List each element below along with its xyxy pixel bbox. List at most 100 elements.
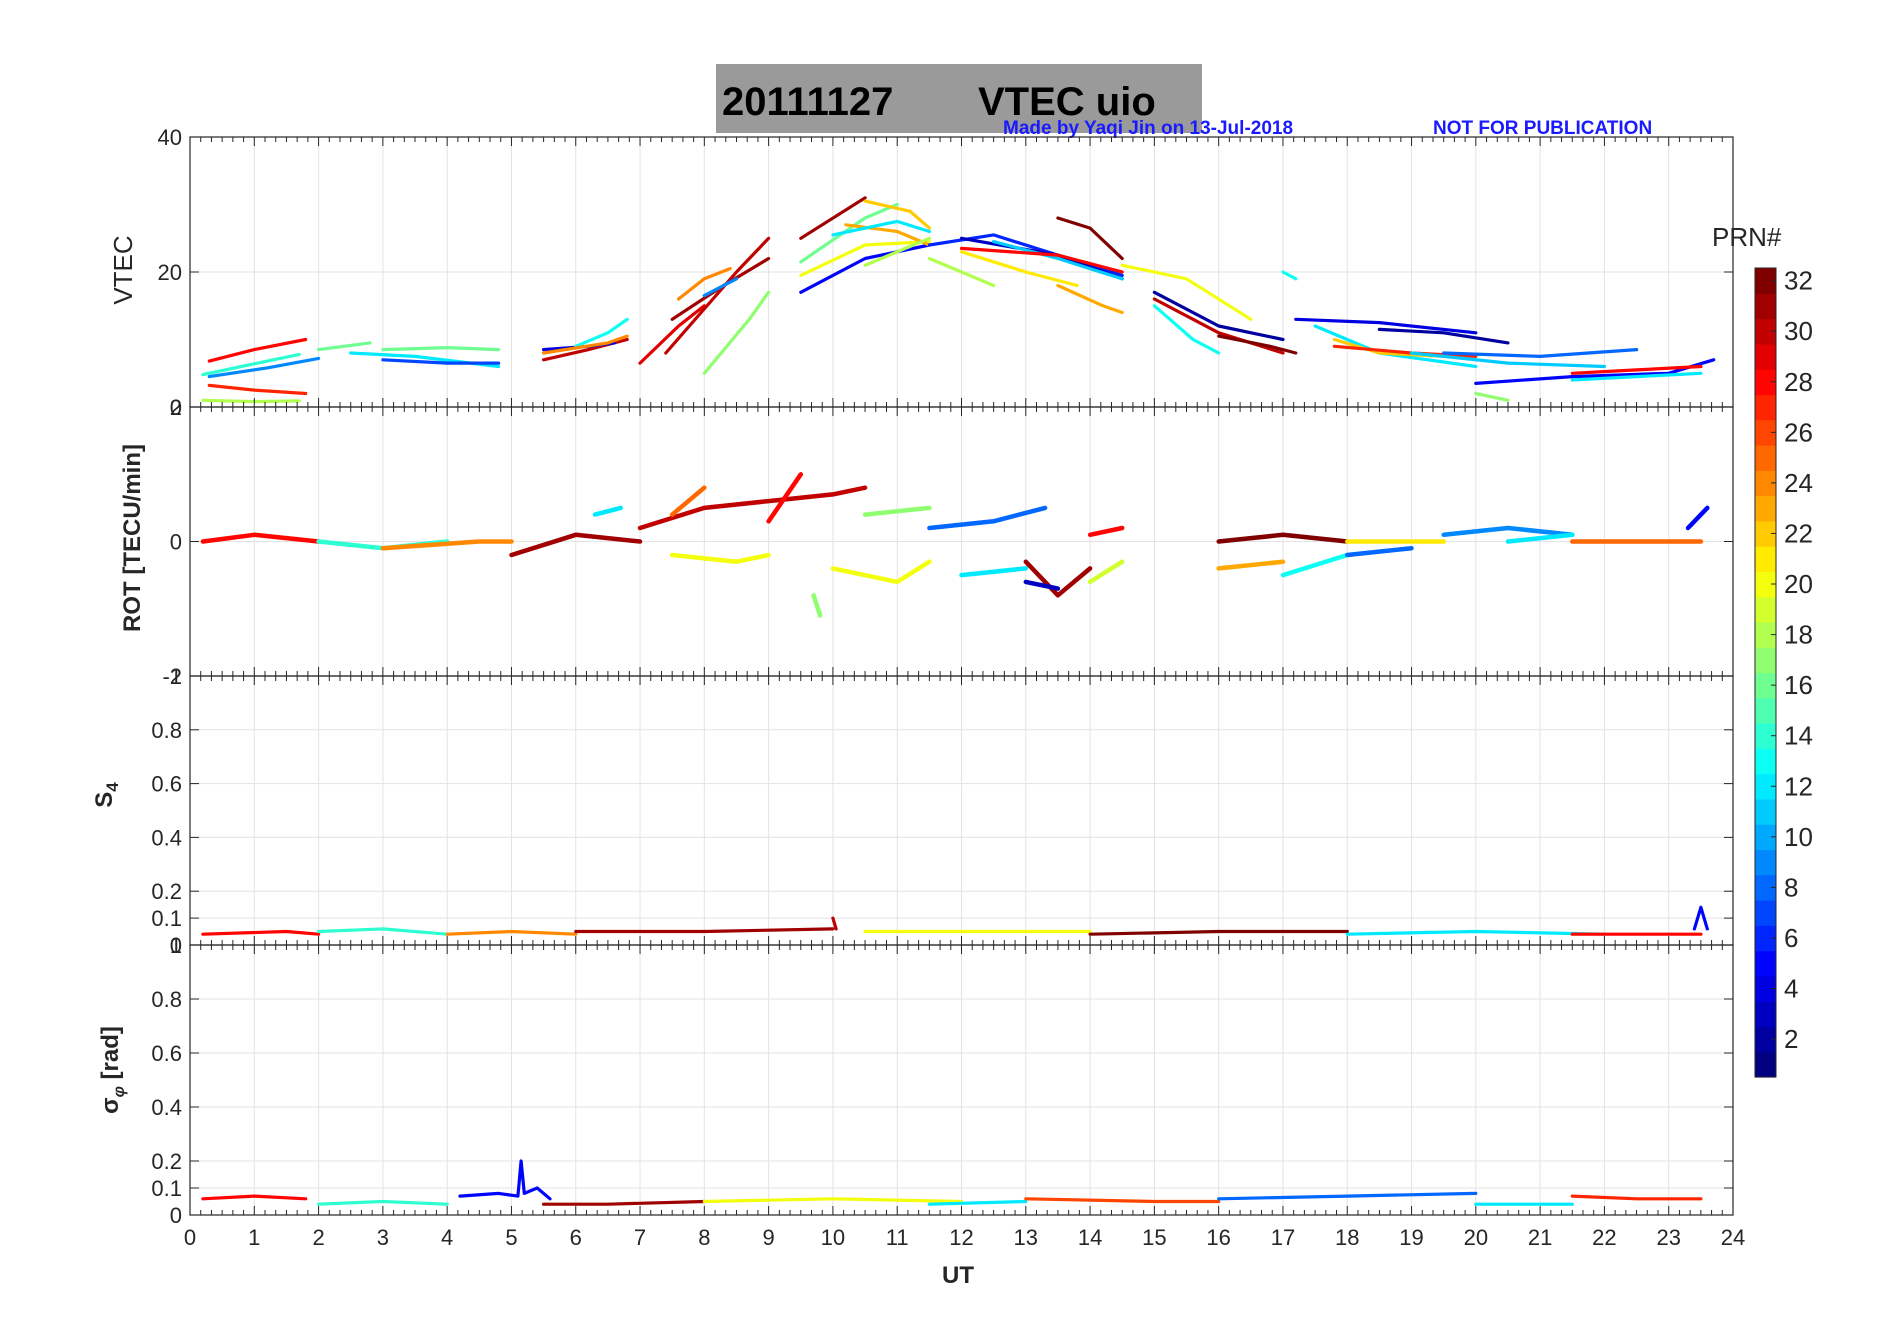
- rot-prn-9-line: [1441, 525, 1575, 538]
- colorbar-cell: [1755, 470, 1776, 497]
- rot-prn-17-line: [811, 593, 823, 618]
- colorbar-cell: [1755, 950, 1776, 977]
- x-tick-label: 8: [698, 1225, 710, 1250]
- colorbar-tick-label: 32: [1784, 266, 1813, 296]
- colorbar-cell: [1755, 318, 1776, 345]
- vtec-prn-16-line: [799, 202, 899, 264]
- s4-ytick-label: 0: [170, 933, 182, 958]
- colorbar-cell: [1755, 672, 1776, 699]
- s4-prn-32-line: [1088, 929, 1349, 936]
- colorbar-cell: [1755, 773, 1776, 800]
- s4-ytick-label: 1: [170, 664, 182, 689]
- rot-ytick-label: 0: [170, 530, 182, 555]
- s4-ytick-label: 0.8: [151, 718, 182, 743]
- sigma_phi-prn-12-line: [927, 1199, 1028, 1206]
- colorbar-tick-label: 30: [1784, 316, 1813, 346]
- s4-prn-5-line: [1692, 905, 1709, 931]
- vtec-prn-18-line: [863, 236, 932, 267]
- colorbar-cell: [1755, 343, 1776, 370]
- x-tick-label: 15: [1142, 1225, 1166, 1250]
- sigma_phi-prn-20-line: [702, 1197, 964, 1204]
- x-tick-label: 10: [821, 1225, 845, 1250]
- vtec-prn-11-line: [991, 240, 1124, 281]
- vtec-prn-13-line: [1281, 270, 1298, 281]
- x-tick-label: 14: [1078, 1225, 1102, 1250]
- sigma_phi-ytick-label: 1: [170, 933, 182, 958]
- vtec-prn-16-line: [317, 341, 372, 352]
- rot-prn-12-line: [1505, 532, 1575, 544]
- x-tick-label: 20: [1464, 1225, 1488, 1250]
- x-tick-label: 9: [763, 1225, 775, 1250]
- s4-prn-28-line: [201, 929, 321, 936]
- vtec-prn-11-line: [1409, 351, 1607, 369]
- vtec-prn-24-line: [541, 334, 629, 355]
- rot-prn-25-line: [669, 485, 707, 517]
- colorbar-cell: [1755, 419, 1776, 446]
- rot-prn-19-line: [1087, 559, 1125, 585]
- x-tick-label: 4: [441, 1225, 453, 1250]
- colorbar-cell: [1755, 925, 1776, 952]
- s4-ylabel: S4: [91, 782, 122, 808]
- sigma_phi-prn-31-line: [541, 1199, 706, 1206]
- colorbar-frame: [1754, 267, 1777, 1078]
- panel-rot: -202: [162, 395, 1734, 689]
- rot-prn-24-line: [380, 539, 514, 551]
- x-tick-label: 12: [949, 1225, 973, 1250]
- colorbar-tick-label: 6: [1784, 923, 1798, 953]
- vtec-prn-27-line: [207, 383, 308, 396]
- sigma_phi-prn-14-line: [317, 1199, 449, 1206]
- vtec-prn-22-line: [863, 199, 932, 230]
- colorbar-cell: [1755, 268, 1776, 294]
- sigma_phi-ytick-label: 0.1: [151, 1176, 182, 1201]
- vtec-prn-5-line: [799, 243, 932, 294]
- sigma_phi-prn-26-line: [1024, 1197, 1221, 1204]
- colorbar-cell: [1755, 1001, 1776, 1028]
- colorbar-tick-label: 26: [1784, 417, 1813, 447]
- x-tick-label: 18: [1335, 1225, 1359, 1250]
- s4-prn-14-line: [317, 927, 449, 936]
- sigma_phi-prn-8-line: [1217, 1191, 1478, 1201]
- vtec-prn-31-line: [799, 196, 867, 240]
- vtec-ytick-label: 40: [158, 125, 182, 150]
- vtec-prn-9-line: [702, 277, 739, 298]
- vtec-prn-32-line: [1217, 334, 1298, 355]
- title-date: 20111127: [722, 80, 893, 124]
- vtec-prn-12-line: [831, 219, 932, 237]
- colorbar-cell: [1755, 444, 1776, 471]
- vtec-prn-24-line: [676, 267, 732, 301]
- rot-prn-23-line: [1216, 559, 1286, 571]
- colorbar-cell: [1755, 293, 1776, 320]
- rot-prn-30-line: [637, 485, 868, 531]
- sigma_phi-series: [201, 1159, 1703, 1206]
- sigma_phi-prn-28-line: [201, 1194, 308, 1201]
- credit-notice: NOT FOR PUBLICATION: [1433, 118, 1652, 139]
- s4-series: [201, 905, 1709, 936]
- rot-prn-8-line: [1345, 545, 1414, 558]
- colorbar-tick-label: 2: [1784, 1024, 1798, 1054]
- x-tick-label: 13: [1014, 1225, 1038, 1250]
- vtec-ytick-label: 20: [158, 260, 182, 285]
- s4-prn-24-line: [445, 929, 578, 936]
- s4-ytick-label: 0.4: [151, 825, 182, 850]
- vtec-prn-17-line: [702, 290, 771, 375]
- colorbar-tick-label: 12: [1784, 771, 1813, 801]
- colorbar-cell: [1755, 647, 1776, 674]
- rot-prn-31-line: [509, 532, 643, 558]
- colorbar-cell: [1755, 495, 1776, 522]
- x-tick-label: 11: [886, 1225, 909, 1250]
- vtec-prn-13-line: [574, 317, 629, 348]
- vtec-prn-13-line: [1152, 304, 1221, 355]
- vtec-prn-30-line: [1152, 297, 1285, 355]
- vtec-ytick-label: 0: [170, 395, 182, 420]
- x-tick-label: 22: [1592, 1225, 1616, 1250]
- panel-sigma_phi: 00.10.20.40.60.81: [151, 933, 1734, 1228]
- sigma_phi-ytick-label: 0: [170, 1203, 182, 1228]
- s4-prn-12-line: [1345, 929, 1607, 936]
- vtec-prn-8-line: [1442, 348, 1639, 358]
- x-tick-label: 21: [1528, 1225, 1552, 1250]
- x-tick-label: 23: [1656, 1225, 1680, 1250]
- x-tick-label: 3: [377, 1225, 389, 1250]
- vtec-ylabel: VTEC: [108, 235, 138, 304]
- vtec-prn-30-line: [664, 236, 771, 355]
- colorbar-cell: [1755, 369, 1776, 396]
